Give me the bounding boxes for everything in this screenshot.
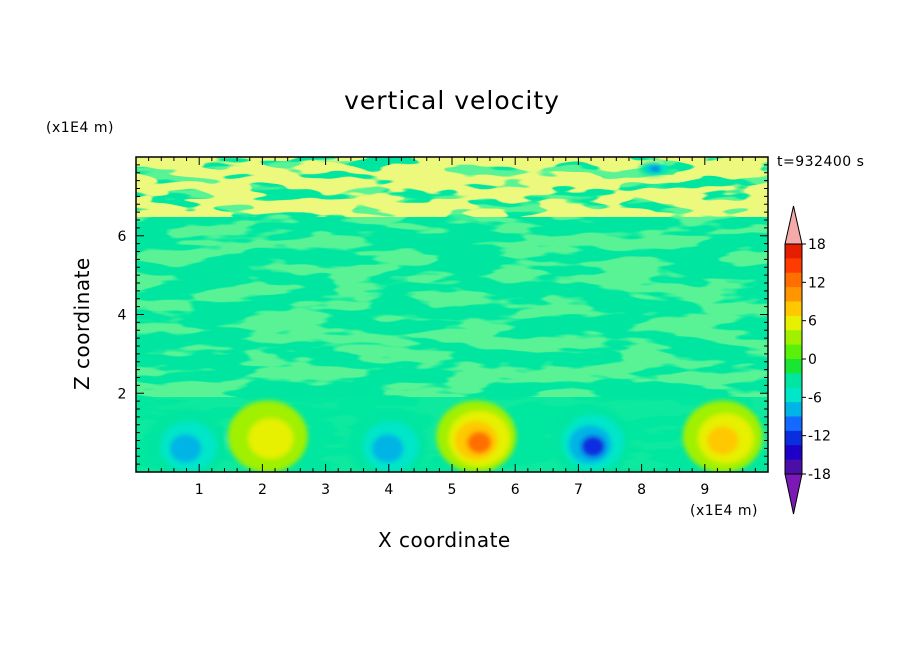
colorbar-segment xyxy=(785,301,802,317)
colorbar-segment xyxy=(785,430,802,446)
plot-axes: 1 2 3 4 5 6 7 8 9 2 4 6 xyxy=(118,156,769,498)
colorbar-segment xyxy=(785,258,802,274)
colorbar-segment xyxy=(785,344,802,360)
colorbar-segment xyxy=(785,402,802,417)
x-tick-label: 2 xyxy=(258,482,267,498)
x-tick-label: 7 xyxy=(574,482,583,498)
x-tick-label: 6 xyxy=(511,482,520,498)
y-unit-label: (x1E4 m) xyxy=(46,120,114,136)
cell-layer xyxy=(145,161,763,472)
y-axis-title: Z coordinate xyxy=(70,257,94,390)
field-texture-upper xyxy=(136,157,768,217)
colorbar-label: -12 xyxy=(808,429,831,445)
cell-contour xyxy=(169,434,202,463)
colorbar-label: 6 xyxy=(808,314,817,330)
x-tick-label: 5 xyxy=(448,482,457,498)
colorbar-label: -6 xyxy=(808,390,822,406)
cell-contour xyxy=(707,426,739,455)
velocity-cell xyxy=(227,400,308,472)
colorbar-segment xyxy=(785,359,802,374)
colorbar-segment xyxy=(785,315,802,331)
x-unit-label: (x1E4 m) xyxy=(690,503,758,519)
y-tick-label: 6 xyxy=(118,229,127,245)
colorbar-label: 18 xyxy=(808,237,826,253)
velocity-cell xyxy=(682,400,763,472)
colorbar-segment xyxy=(785,272,802,288)
colorbar-segment xyxy=(785,244,802,259)
x-tick-label: 1 xyxy=(195,482,204,498)
colorbar-segment xyxy=(785,387,802,403)
colorbar-max-arrow xyxy=(784,205,803,245)
velocity-cell xyxy=(145,408,226,472)
velocity-cell xyxy=(639,161,668,176)
colorbar-label: 12 xyxy=(808,275,826,291)
time-label: t=932400 s xyxy=(777,154,865,170)
velocity-cell xyxy=(436,400,517,472)
velocity-cell xyxy=(347,408,428,472)
colorbar-segment xyxy=(785,287,802,302)
colorbar-segment xyxy=(785,330,802,346)
cell-contour xyxy=(580,435,606,458)
colorbar-segment xyxy=(785,416,802,432)
velocity-field xyxy=(136,157,768,472)
colorbar-segment xyxy=(785,445,802,461)
x-axis-title: X coordinate xyxy=(378,528,511,552)
chart-title: vertical velocity xyxy=(344,86,560,115)
colorbar-label: 0 xyxy=(808,352,817,368)
x-tick-label: 8 xyxy=(637,482,646,498)
cell-contour xyxy=(652,166,661,171)
x-tick-label: 4 xyxy=(384,482,393,498)
colorbar-segment xyxy=(785,459,802,475)
cell-contour xyxy=(467,431,492,454)
colorbar: 18 12 6 0 -6 -12 -18 xyxy=(784,205,831,515)
y-tick-label: 2 xyxy=(118,386,127,402)
colorbar-min-arrow xyxy=(784,473,803,515)
cell-contour xyxy=(372,434,404,463)
cell-contour xyxy=(248,418,294,459)
colorbar-segment xyxy=(785,373,802,389)
velocity-cell xyxy=(550,404,631,472)
colorbar-label: -18 xyxy=(808,467,831,483)
y-tick-label: 4 xyxy=(118,308,127,324)
x-tick-label: 3 xyxy=(321,482,330,498)
x-tick-label: 9 xyxy=(700,482,709,498)
